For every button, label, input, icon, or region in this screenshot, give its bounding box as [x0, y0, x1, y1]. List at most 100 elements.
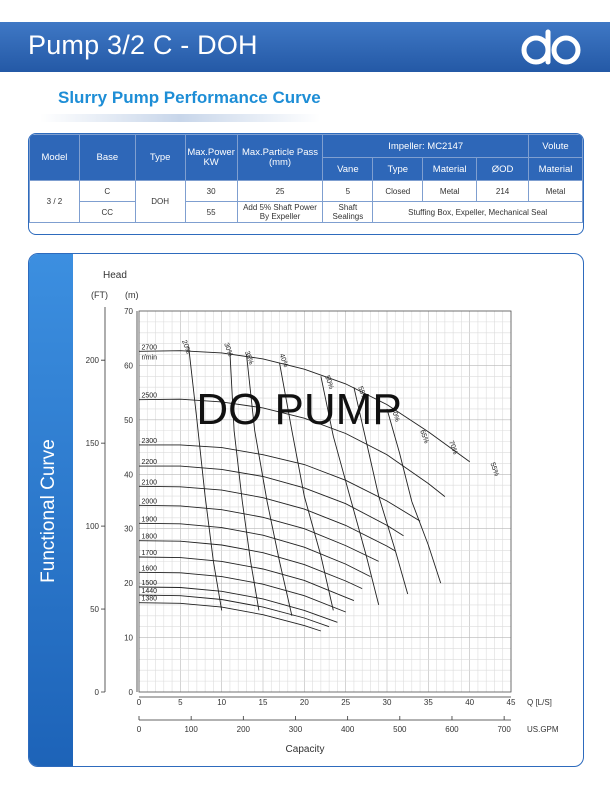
y-axis-label: Head [103, 270, 127, 281]
efficiency-curve-4 [320, 376, 380, 606]
y-tick-label-m: 40 [124, 470, 133, 479]
efficiency-label: 30% [222, 342, 233, 358]
header-impeller: Impeller: MC2147 [322, 134, 529, 158]
efficiency-curve-1 [229, 351, 260, 611]
cell-cc-seal-detail: Stuffing Box, Expeller, Mechanical Seal [372, 201, 583, 223]
functional-curve-panel: Functional Curve Head (FT) (m) 0 10 20 30 40 50 6… [28, 253, 584, 767]
speed-curve-2200 [139, 465, 404, 537]
efficiency-label: 65% [418, 429, 429, 445]
cell-impeller-type: Closed [372, 180, 424, 202]
speed-curve-2700 [138, 350, 470, 463]
speed-curve-2300 [139, 444, 421, 522]
speed-label-1500: 1500 [141, 580, 157, 587]
speed-label-1600: 1600 [141, 565, 157, 572]
x-unit-ls: Q [L/S] [527, 698, 552, 707]
y-tick-label-m: 60 [124, 361, 133, 370]
x-tick-label-gpm: 400 [341, 725, 355, 734]
x-tick-label-gpm: 0 [137, 725, 142, 734]
cell-impeller-material: Metal [422, 180, 478, 202]
y-tick-label-m: 50 [124, 416, 133, 425]
y-tick-label-ft: 0 [95, 688, 100, 697]
brand-logo-icon [521, 29, 581, 65]
x-tick-label-ls: 5 [178, 698, 183, 707]
x-tick-label-ls: 35 [424, 698, 433, 707]
efficiency-label: 55% [488, 462, 499, 478]
speed-curve-1600 [138, 571, 346, 613]
x-tick-label-gpm: 200 [237, 725, 251, 734]
speed-unit-label: r/min [141, 354, 157, 361]
header-volute-material: Material [528, 157, 583, 181]
speed-curve-1700 [138, 556, 355, 602]
header-bar: Pump 3/2 C - DOH [0, 22, 610, 72]
y-tick-label-m: 20 [124, 579, 133, 588]
efficiency-curve-3 [279, 362, 334, 611]
x-tick-label-ls: 25 [341, 698, 350, 707]
speed-label-2000: 2000 [141, 498, 157, 505]
header-od: ØOD [476, 157, 529, 181]
x-tick-label-gpm: 300 [289, 725, 303, 734]
efficiency-curve-2 [246, 354, 293, 616]
x-tick-label-ls: 10 [217, 698, 226, 707]
cell-power-c: 30 [184, 180, 238, 202]
header-type: Type [134, 134, 186, 181]
speed-curve-2500 [138, 398, 446, 497]
x-unit-gpm: US.GPM [527, 725, 559, 734]
spec-table-box: Model Base Type Max.Power KW Max.Particl… [28, 133, 584, 235]
y-tick-label-m: 0 [129, 688, 134, 697]
speed-label-2500: 2500 [141, 393, 157, 400]
x-tick-label-ls: 0 [137, 698, 142, 707]
y-tick-label-ft: 150 [86, 439, 100, 448]
side-label-bar: Functional Curve [29, 254, 73, 766]
cell-cc-seal: Shaft Sealings [322, 201, 374, 223]
page-title: Pump 3/2 C - DOH [28, 30, 258, 60]
x-tick-label-gpm: 500 [393, 725, 407, 734]
y-tick-label-ft: 50 [90, 605, 99, 614]
x-tick-label-ls: 45 [507, 698, 516, 707]
speed-label-1700: 1700 [141, 550, 157, 557]
header-impeller-material: Material [422, 157, 478, 181]
y-tick-label-m: 30 [124, 525, 133, 534]
speed-label-2100: 2100 [141, 479, 157, 486]
plot-frame [138, 310, 512, 693]
speed-label-1380: 1380 [141, 596, 157, 603]
cell-base-c: C [78, 180, 136, 202]
efficiency-label: 40% [278, 353, 289, 369]
efficiency-label: 70% [447, 440, 458, 456]
x-tick-label-ls: 20 [300, 698, 309, 707]
subtitle-underline [40, 114, 320, 122]
speed-label-1440: 1440 [141, 588, 157, 595]
x-tick-label-gpm: 700 [497, 725, 511, 734]
header-max-power: Max.Power KW [184, 134, 238, 181]
x-tick-label-ls: 40 [465, 698, 474, 707]
x-tick-label-gpm: 100 [184, 725, 198, 734]
x-tick-label-ls: 30 [383, 698, 392, 707]
speed-curve-2100 [138, 485, 396, 552]
header-vane: Vane [322, 157, 374, 181]
cell-type: DOH [134, 180, 186, 223]
cell-power-cc: 55 [184, 201, 238, 223]
y-tick-label-ft: 200 [86, 356, 100, 365]
efficiency-curve-5 [353, 387, 409, 595]
cell-particle-c: 25 [236, 180, 324, 202]
watermark-text: DO PUMP [196, 385, 401, 434]
speed-curve-1900 [138, 522, 371, 578]
efficiency-curve-0 [188, 346, 223, 611]
efficiency-label: 35% [243, 350, 254, 366]
header-volute: Volute [528, 134, 583, 158]
y-unit-ft: (FT) [91, 290, 108, 300]
y-tick-label-m: 70 [124, 307, 133, 316]
speed-label-1900: 1900 [141, 516, 157, 523]
y-tick-label-m: 10 [124, 634, 133, 643]
speed-label-2300: 2300 [141, 438, 157, 445]
speed-curve-1800 [138, 540, 363, 590]
efficiency-label: 20% [180, 339, 191, 355]
efficiency-label: 60% [389, 407, 400, 423]
cell-base-cc: CC [78, 201, 136, 223]
cell-vane: 5 [322, 180, 374, 202]
y-tick-label-ft: 100 [86, 522, 100, 531]
section-subtitle: Slurry Pump Performance Curve [58, 88, 321, 107]
spec-table: Model Base Type Max.Power KW Max.Particl… [29, 134, 583, 223]
speed-curve-1440 [138, 594, 330, 628]
cell-cc-note: Add 5% Shaft Power By Expeller [236, 201, 324, 223]
